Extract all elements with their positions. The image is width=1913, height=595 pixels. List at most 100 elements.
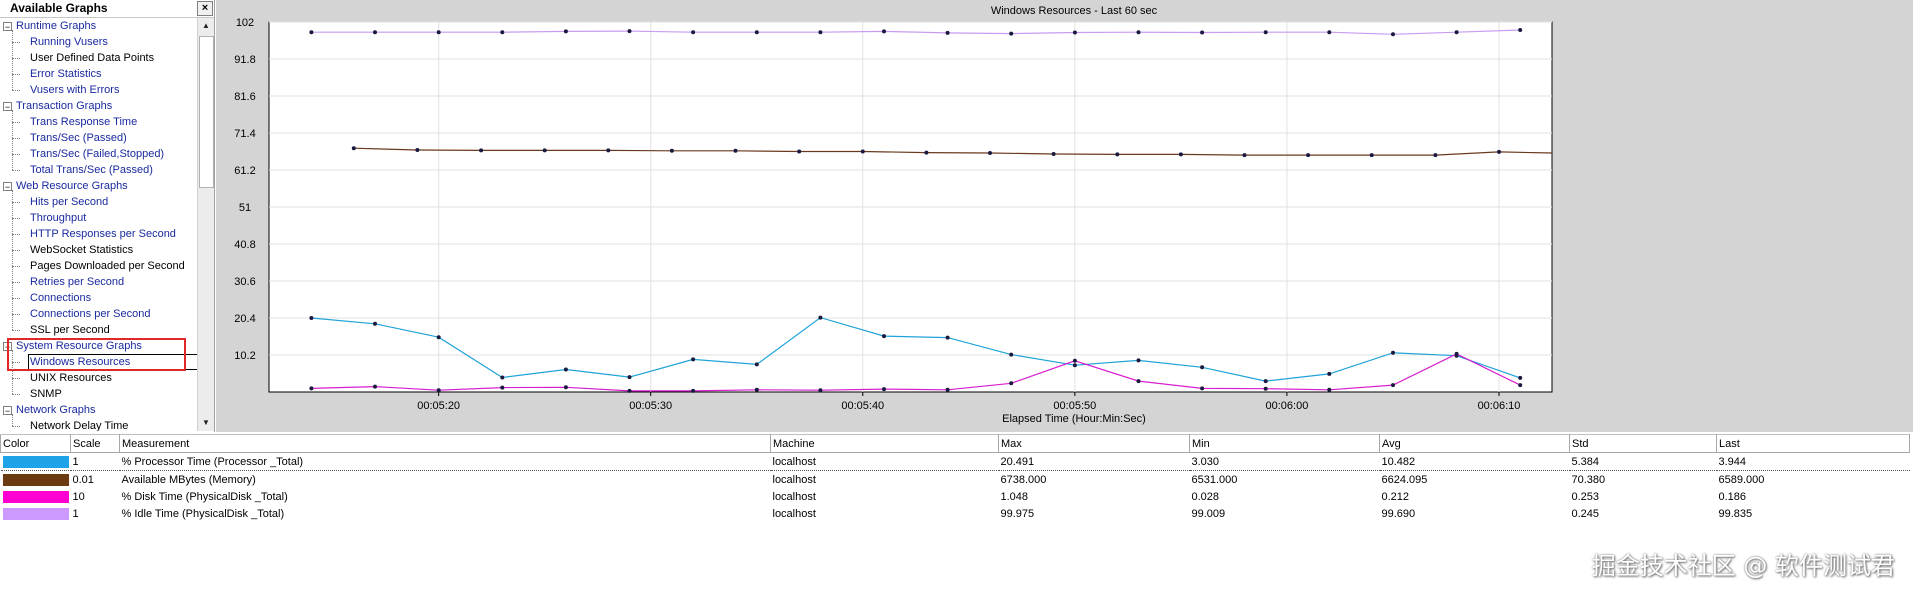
- scrollbar-thumb[interactable]: [199, 36, 214, 188]
- data-point[interactable]: [1454, 30, 1459, 35]
- data-point[interactable]: [627, 375, 632, 380]
- tree-group-4[interactable]: Network Graphs: [16, 404, 96, 416]
- collapse-icon[interactable]: −: [3, 182, 12, 192]
- tree-group-2[interactable]: Web Resource Graphs: [16, 180, 128, 192]
- data-point[interactable]: [373, 321, 377, 326]
- tree-item[interactable]: Trans/Sec (Passed): [30, 132, 127, 144]
- data-point[interactable]: [1433, 153, 1438, 158]
- data-point[interactable]: [1518, 383, 1523, 388]
- data-point[interactable]: [818, 388, 823, 393]
- tree-item[interactable]: SNMP: [30, 388, 62, 400]
- column-header[interactable]: Color: [0, 434, 71, 453]
- data-point[interactable]: [691, 388, 696, 393]
- legend-row[interactable]: 0.01 Available MBytes (Memory) localhost 67…: [1, 471, 1910, 489]
- data-point[interactable]: [542, 148, 547, 153]
- tree-vertical-scrollbar[interactable]: ▲ ▼: [197, 18, 214, 431]
- data-point[interactable]: [818, 315, 823, 320]
- series-color-swatch[interactable]: [2, 473, 69, 486]
- data-point[interactable]: [1072, 30, 1077, 35]
- color-cell[interactable]: [1, 488, 71, 505]
- tree-item[interactable]: Windows Resources: [30, 356, 131, 368]
- data-point[interactable]: [500, 385, 505, 390]
- data-point[interactable]: [882, 29, 886, 34]
- data-point[interactable]: [818, 30, 823, 35]
- color-cell[interactable]: [1, 505, 71, 522]
- column-header[interactable]: Machine: [770, 434, 999, 453]
- tree-item[interactable]: UNIX Resources: [30, 372, 112, 384]
- scroll-up-icon[interactable]: ▲: [198, 18, 214, 34]
- data-point[interactable]: [1242, 153, 1247, 158]
- legend-row[interactable]: 1% Processor Time (Processor _Total) loca…: [0, 452, 1910, 471]
- data-point[interactable]: [754, 362, 759, 367]
- data-point[interactable]: [436, 335, 441, 340]
- data-point[interactable]: [1009, 381, 1014, 386]
- data-point[interactable]: [1200, 365, 1205, 370]
- data-point[interactable]: [500, 30, 505, 35]
- data-point[interactable]: [1391, 350, 1395, 355]
- data-point[interactable]: [627, 388, 632, 393]
- data-point[interactable]: [882, 334, 886, 339]
- tree-item[interactable]: Throughput: [30, 212, 87, 224]
- data-point[interactable]: [1518, 375, 1523, 380]
- data-point[interactable]: [1200, 386, 1205, 391]
- data-point[interactable]: [1178, 152, 1183, 157]
- data-point[interactable]: [1136, 379, 1141, 384]
- color-cell[interactable]: [0, 452, 71, 471]
- column-header[interactable]: Measurement: [119, 434, 771, 453]
- data-point[interactable]: [1263, 379, 1268, 384]
- tree-group-3[interactable]: System Resource Graphs: [16, 340, 142, 352]
- data-point[interactable]: [691, 30, 696, 35]
- close-icon[interactable]: ×: [197, 1, 213, 16]
- data-point[interactable]: [415, 148, 420, 152]
- column-header[interactable]: Scale: [70, 434, 120, 453]
- data-point[interactable]: [691, 357, 696, 362]
- data-point[interactable]: [945, 335, 950, 340]
- data-point[interactable]: [309, 386, 314, 391]
- data-point[interactable]: [1009, 31, 1014, 36]
- data-point[interactable]: [1136, 358, 1141, 363]
- data-point[interactable]: [1327, 387, 1332, 392]
- tree-item[interactable]: Pages Downloaded per Second: [30, 260, 185, 272]
- data-point[interactable]: [860, 149, 865, 154]
- data-point[interactable]: [627, 29, 632, 34]
- series-line-3[interactable]: [311, 29, 1521, 35]
- tree-group-1[interactable]: Transaction Graphs: [16, 100, 113, 112]
- data-point[interactable]: [436, 388, 441, 393]
- column-header[interactable]: Std: [1569, 434, 1717, 453]
- tree-item[interactable]: Network Delay Time: [30, 420, 129, 431]
- tree-item[interactable]: Connections per Second: [30, 308, 151, 320]
- collapse-icon[interactable]: −: [3, 406, 12, 416]
- data-point[interactable]: [351, 146, 356, 151]
- data-point[interactable]: [882, 387, 886, 392]
- legend-row[interactable]: 10 % Disk Time (PhysicalDisk _Total) local…: [1, 488, 1910, 505]
- tree-item[interactable]: WebSocket Statistics: [30, 244, 134, 256]
- data-point[interactable]: [1072, 363, 1077, 368]
- data-point[interactable]: [733, 148, 738, 153]
- tree-item[interactable]: Error Statistics: [30, 68, 102, 80]
- data-point[interactable]: [669, 148, 674, 153]
- tree-item[interactable]: Connections: [30, 292, 92, 304]
- data-point[interactable]: [563, 29, 568, 34]
- data-point[interactable]: [479, 148, 484, 153]
- data-point[interactable]: [436, 30, 441, 35]
- tree-group-0[interactable]: Runtime Graphs: [16, 20, 97, 32]
- data-point[interactable]: [1072, 358, 1077, 363]
- tree-item[interactable]: Hits per Second: [30, 196, 109, 208]
- tree-item[interactable]: SSL per Second: [30, 324, 110, 336]
- data-point[interactable]: [1306, 153, 1311, 158]
- series-line-0[interactable]: [311, 316, 1521, 382]
- tree-item[interactable]: Retries per Second: [30, 276, 125, 288]
- data-point[interactable]: [309, 316, 314, 320]
- data-point[interactable]: [563, 367, 568, 372]
- data-point[interactable]: [373, 384, 377, 389]
- data-point[interactable]: [1263, 386, 1268, 391]
- data-point[interactable]: [1518, 28, 1523, 32]
- data-point[interactable]: [945, 387, 950, 392]
- tree-item[interactable]: Running Vusers: [30, 36, 108, 48]
- data-point[interactable]: [309, 30, 314, 35]
- column-header[interactable]: Min: [1189, 434, 1380, 453]
- tree-item[interactable]: Trans/Sec (Failed,Stopped): [30, 148, 165, 160]
- data-point[interactable]: [797, 149, 802, 154]
- data-point[interactable]: [563, 385, 568, 390]
- data-point[interactable]: [1327, 30, 1332, 35]
